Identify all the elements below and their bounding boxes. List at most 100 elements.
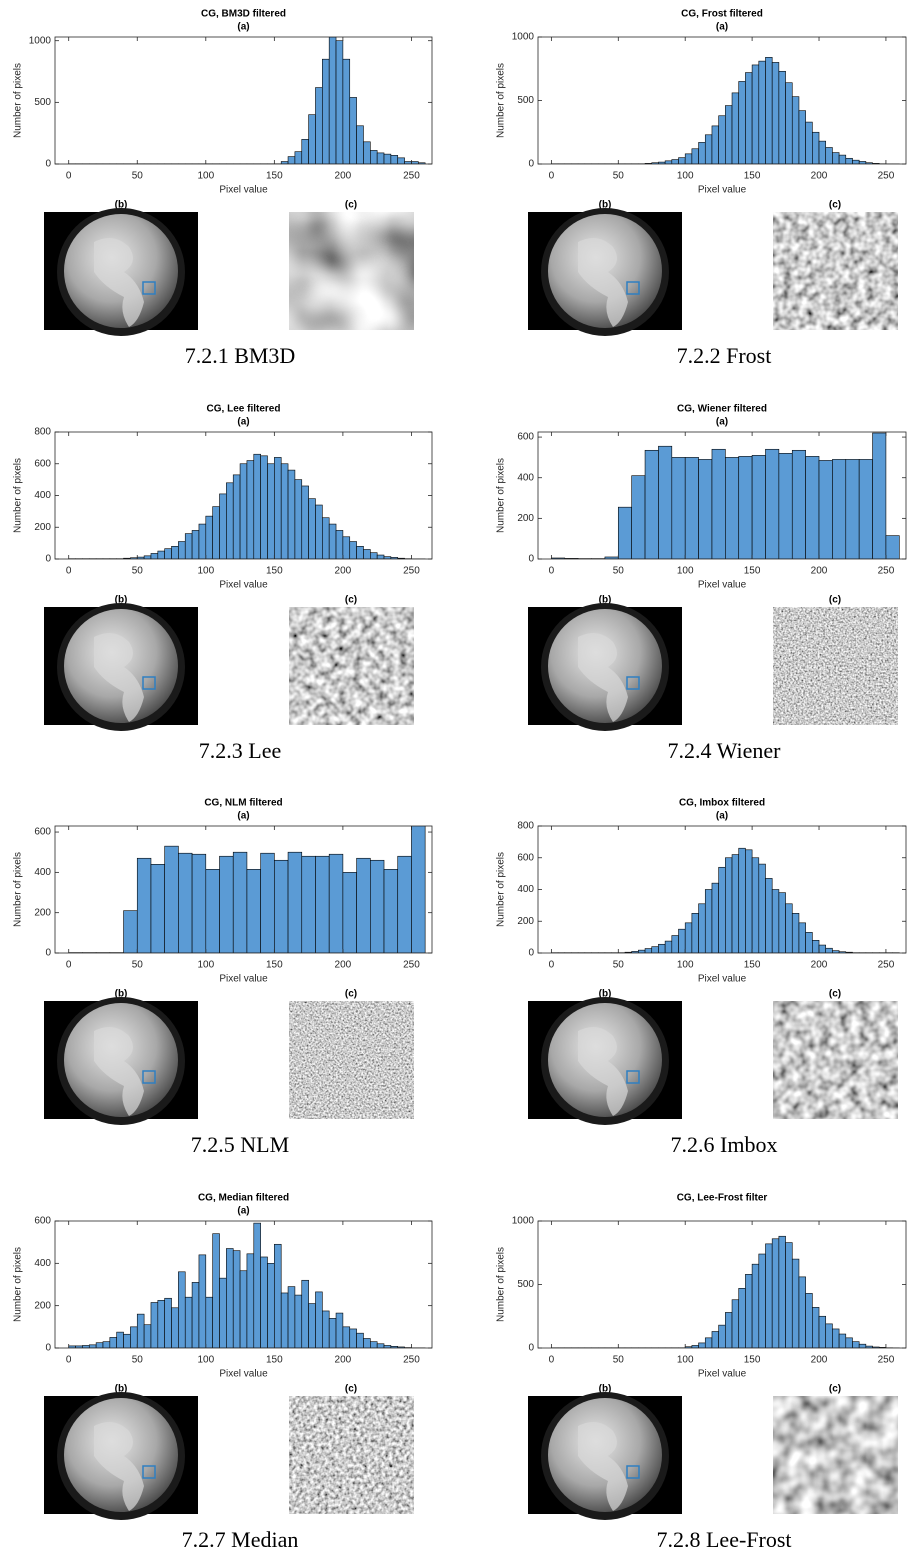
y-tick-label: 400 <box>517 884 534 895</box>
x-tick-label: 50 <box>613 960 625 971</box>
y-tick-label: 500 <box>34 97 51 108</box>
caption: 7.2.2 Frost <box>677 343 772 368</box>
bar <box>254 1223 261 1348</box>
y-axis-label: Number of pixels <box>13 63 24 138</box>
bar <box>370 1342 377 1348</box>
zoom-image <box>289 607 414 725</box>
bar <box>199 524 206 559</box>
bar <box>220 494 227 559</box>
x-tick-label: 250 <box>878 960 895 971</box>
x-tick-label: 50 <box>132 960 144 971</box>
y-tick-label: 0 <box>528 159 534 170</box>
x-tick-label: 0 <box>549 171 555 182</box>
bar <box>165 549 172 559</box>
bar <box>732 855 739 953</box>
x-tick-label: 50 <box>132 1355 144 1366</box>
x-tick-label: 100 <box>677 566 694 577</box>
bar <box>363 142 370 164</box>
bar <box>719 867 726 953</box>
y-tick-label: 800 <box>34 427 51 438</box>
bar <box>859 1344 866 1348</box>
bar <box>806 1293 813 1348</box>
bar <box>274 860 288 953</box>
x-tick-label: 0 <box>66 960 72 971</box>
bar <box>699 904 706 953</box>
zoom-image <box>773 212 898 330</box>
bar <box>137 1314 144 1348</box>
x-tick-label: 200 <box>335 566 352 577</box>
bar <box>812 132 819 164</box>
bar <box>772 62 779 164</box>
y-tick-label: 0 <box>528 554 534 565</box>
bar <box>739 456 752 559</box>
bar <box>247 869 261 953</box>
bar <box>350 542 357 559</box>
bar <box>343 537 350 559</box>
x-tick-label: 250 <box>878 1355 895 1366</box>
x-tick-label: 100 <box>677 1355 694 1366</box>
bar <box>765 57 772 164</box>
bar <box>692 149 699 164</box>
bar <box>732 93 739 164</box>
bar <box>672 160 679 164</box>
bar <box>799 111 806 164</box>
x-tick-label: 150 <box>266 1355 283 1366</box>
bar <box>261 456 268 559</box>
bar <box>819 460 832 559</box>
bar <box>309 115 316 164</box>
chart-title: CG, Median filtered <box>198 1193 289 1204</box>
bar <box>712 449 725 559</box>
y-tick-label: 1000 <box>29 35 52 46</box>
x-tick-label: 200 <box>811 1355 828 1366</box>
bar <box>357 1333 364 1348</box>
x-tick-label: 250 <box>878 171 895 182</box>
bar <box>638 950 645 953</box>
x-tick-label: 200 <box>811 171 828 182</box>
x-tick-label: 50 <box>132 566 144 577</box>
bar <box>832 153 839 164</box>
bar <box>288 470 295 559</box>
bar <box>267 1263 274 1348</box>
bar <box>158 551 165 559</box>
chart-title: CG, Lee-Frost filter <box>677 1193 768 1204</box>
bar <box>199 1255 206 1348</box>
bar <box>391 155 398 164</box>
bar <box>302 856 316 953</box>
y-axis-label: Number of pixels <box>13 852 24 927</box>
zoom-image <box>773 1001 898 1119</box>
chart-subtitle: (a) <box>716 811 728 822</box>
bar <box>274 457 281 559</box>
y-tick-label: 1000 <box>512 32 535 43</box>
bar <box>329 37 336 164</box>
chart-title: CG, Wiener filtered <box>677 404 767 415</box>
bar <box>322 518 329 559</box>
panel-label: (c) <box>829 200 841 211</box>
bar <box>288 852 302 953</box>
bar <box>309 1304 316 1348</box>
bar <box>699 142 706 164</box>
bar <box>343 59 350 164</box>
bar <box>350 1329 357 1348</box>
bar <box>665 941 672 953</box>
bar <box>839 155 846 164</box>
bar <box>846 158 853 164</box>
bar <box>370 553 377 559</box>
bar <box>213 507 220 559</box>
bar <box>103 1342 110 1348</box>
x-tick-label: 150 <box>266 171 283 182</box>
x-axis-label: Pixel value <box>698 1369 747 1380</box>
bar <box>699 459 712 559</box>
x-tick-label: 250 <box>403 171 420 182</box>
panel-label: (c) <box>345 595 357 606</box>
bar <box>745 850 752 953</box>
zoom-image <box>773 607 898 725</box>
panel-label: (c) <box>829 1384 841 1395</box>
x-axis-label: Pixel value <box>698 974 747 985</box>
bar <box>719 1325 726 1348</box>
bar <box>165 1298 172 1348</box>
chart-subtitle: (a) <box>716 417 728 428</box>
x-tick-label: 150 <box>266 960 283 971</box>
bar <box>819 1316 826 1348</box>
bar <box>772 1239 779 1348</box>
